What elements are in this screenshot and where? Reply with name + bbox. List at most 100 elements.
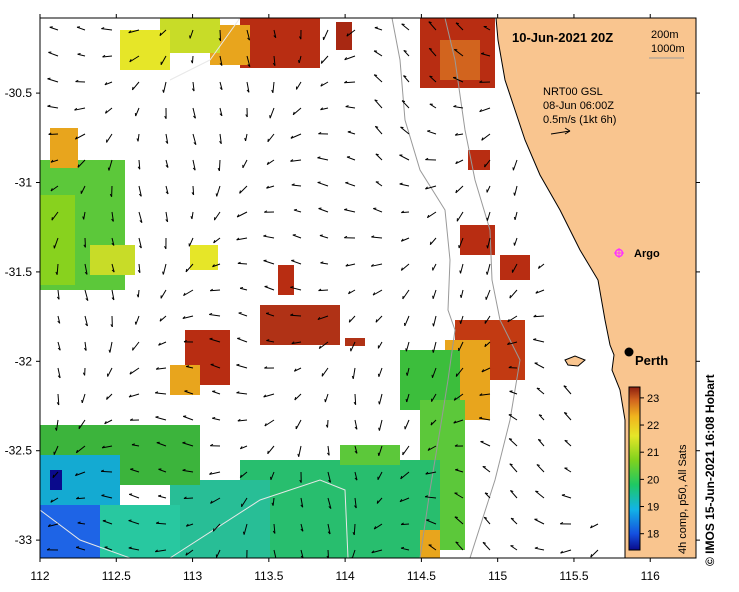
current-vector bbox=[191, 81, 195, 92]
current-vector bbox=[50, 497, 59, 503]
current-vector bbox=[373, 74, 383, 83]
lon-tick-label: 113 bbox=[183, 569, 202, 583]
current-vector bbox=[533, 314, 545, 318]
current-vector bbox=[219, 55, 223, 66]
current-vector bbox=[537, 438, 545, 447]
current-vector bbox=[137, 263, 141, 274]
map-title: 10-Jun-2021 20Z bbox=[512, 30, 613, 45]
current-vector bbox=[264, 210, 275, 213]
sst-patch bbox=[260, 305, 340, 345]
current-vector bbox=[192, 159, 196, 171]
current-vector bbox=[217, 159, 221, 172]
current-vector bbox=[212, 523, 221, 532]
current-vector bbox=[76, 496, 86, 500]
current-vector bbox=[246, 81, 250, 93]
current-vector bbox=[80, 185, 86, 194]
colorbar-tick-label: 22 bbox=[647, 420, 659, 432]
current-vector bbox=[347, 130, 356, 135]
current-vector bbox=[400, 471, 410, 480]
current-vector bbox=[137, 159, 141, 170]
current-vector bbox=[401, 100, 410, 109]
current-vector bbox=[431, 393, 437, 402]
current-vector bbox=[318, 341, 329, 349]
current-vector bbox=[507, 341, 518, 346]
current-vector bbox=[100, 469, 113, 473]
current-vector bbox=[322, 29, 329, 41]
current-vector bbox=[109, 185, 113, 197]
lon-tick-label: 116 bbox=[641, 569, 660, 583]
current-vector bbox=[427, 445, 437, 451]
current-vector bbox=[453, 48, 464, 57]
sst-patch bbox=[120, 30, 170, 70]
current-vector bbox=[215, 549, 221, 558]
current-vector bbox=[455, 468, 464, 473]
current-vector bbox=[183, 496, 194, 500]
current-vector bbox=[346, 29, 356, 37]
current-vector bbox=[318, 288, 329, 292]
current-vector bbox=[159, 315, 167, 322]
current-vector bbox=[183, 340, 194, 343]
current-vector bbox=[128, 393, 140, 398]
current-vector bbox=[246, 29, 251, 41]
current-vector bbox=[401, 210, 410, 214]
current-vector bbox=[57, 341, 61, 351]
current-vector bbox=[454, 492, 464, 499]
current-vector bbox=[510, 545, 518, 551]
current-vector bbox=[290, 159, 302, 162]
current-vector bbox=[165, 211, 169, 223]
current-vector bbox=[374, 125, 383, 135]
current-vector bbox=[372, 289, 383, 296]
current-vector bbox=[509, 390, 518, 395]
axis-layer: 112 112.5 113 113.5 114 114.5 115 115.5 116 -30.5… bbox=[5, 14, 700, 583]
current-vector bbox=[533, 338, 545, 343]
current-vector bbox=[74, 107, 86, 111]
current-vector bbox=[84, 263, 88, 275]
current-vector bbox=[209, 471, 221, 475]
current-vector bbox=[374, 26, 383, 31]
current-vector bbox=[453, 419, 464, 424]
sst-patch bbox=[340, 445, 400, 465]
current-vector bbox=[455, 367, 464, 377]
current-vector bbox=[536, 387, 545, 395]
current-vector bbox=[209, 288, 221, 292]
current-vector bbox=[155, 367, 167, 370]
current-vector bbox=[48, 132, 59, 135]
sst-patch bbox=[50, 470, 62, 490]
current-vector bbox=[352, 523, 356, 536]
current-vector bbox=[429, 75, 437, 83]
current-vector bbox=[237, 337, 248, 343]
current-vector bbox=[564, 439, 572, 447]
current-vector bbox=[402, 445, 410, 456]
current-vector bbox=[263, 234, 275, 239]
current-vector bbox=[375, 181, 383, 187]
current-vector bbox=[427, 130, 437, 135]
current-vector bbox=[159, 29, 167, 37]
current-vector bbox=[454, 516, 464, 525]
lon-tick-label: 112 bbox=[30, 569, 49, 583]
lat-tick-label: -33 bbox=[15, 533, 33, 547]
current-vector bbox=[404, 419, 410, 430]
current-vector bbox=[481, 133, 491, 141]
current-vector bbox=[165, 185, 169, 195]
current-vector bbox=[454, 132, 464, 136]
current-vector bbox=[350, 341, 356, 352]
lat-tick-label: -31 bbox=[15, 176, 33, 190]
current-vector bbox=[111, 211, 114, 222]
current-vector bbox=[160, 289, 167, 299]
current-vector bbox=[295, 81, 302, 90]
current-vector bbox=[76, 26, 86, 31]
current-vector bbox=[324, 393, 329, 403]
current-vector bbox=[267, 445, 275, 455]
current-vector bbox=[102, 54, 113, 58]
current-vector bbox=[190, 211, 194, 220]
current-vector bbox=[101, 27, 113, 31]
current-vector bbox=[158, 341, 167, 346]
current-vector bbox=[165, 159, 169, 168]
current-vector bbox=[264, 285, 275, 291]
current-vector bbox=[48, 51, 59, 57]
current-vector bbox=[481, 52, 491, 57]
current-vector bbox=[185, 263, 194, 273]
isobath-white-layer bbox=[40, 18, 349, 558]
current-vector bbox=[486, 185, 491, 193]
current-vector bbox=[191, 185, 195, 196]
